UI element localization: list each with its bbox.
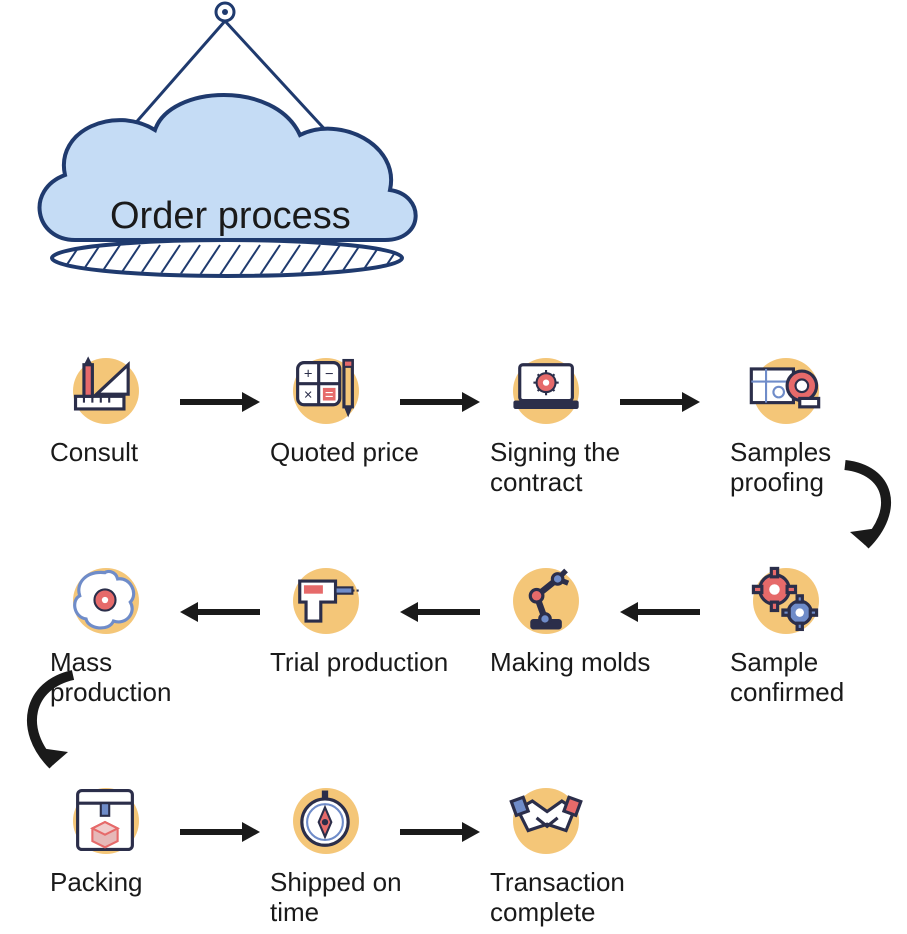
step-label-signing: Signing thecontract [490, 438, 670, 498]
brain-gear-icon [65, 560, 145, 640]
arrow-trial-prod-to-mass-prod [180, 600, 260, 624]
arrow-sample-confirmed-to-making-molds [620, 600, 700, 624]
compass-icon [285, 780, 365, 860]
step-label-trial-prod: Trial production [270, 648, 450, 678]
diagram-title: Order process [110, 195, 351, 238]
arrow-shipped-to-complete [400, 820, 480, 844]
step-complete: Transactioncomplete [490, 780, 670, 928]
handshake-icon [505, 780, 585, 860]
calculator-icon [285, 350, 365, 430]
step-label-sample-confirmed: Sampleconfirmed [730, 648, 907, 708]
ruler-pencil-icon [65, 350, 145, 430]
arrow-samples-proof-to-sample-confirmed [830, 460, 907, 560]
arrow-packing-to-shipped [180, 820, 260, 844]
step-signing: Signing thecontract [490, 350, 670, 498]
cloud-svg [20, 0, 440, 300]
arrow-signing-to-samples-proof [620, 390, 700, 414]
step-label-packing: Packing [50, 868, 230, 898]
drill-icon [285, 560, 365, 640]
arrow-mass-prod-to-packing [8, 670, 88, 780]
robot-arm-icon [505, 560, 585, 640]
laptop-gear-icon [505, 350, 585, 430]
gears-icon [745, 560, 825, 640]
step-label-complete: Transactioncomplete [490, 868, 670, 928]
arrow-making-molds-to-trial-prod [400, 600, 480, 624]
arrow-consult-to-quoted [180, 390, 260, 414]
step-label-consult: Consult [50, 438, 230, 468]
arrow-quoted-to-signing [400, 390, 480, 414]
step-sample-confirmed: Sampleconfirmed [730, 560, 907, 708]
cloud-sign: Order process [20, 0, 440, 300]
step-label-quoted: Quoted price [270, 438, 450, 468]
blueprint-tape-icon [745, 350, 825, 430]
step-label-making-molds: Making molds [490, 648, 670, 678]
printer-box-icon [65, 780, 145, 860]
step-label-shipped: Shipped on time [270, 868, 450, 928]
step-shipped: Shipped on time [270, 780, 450, 928]
